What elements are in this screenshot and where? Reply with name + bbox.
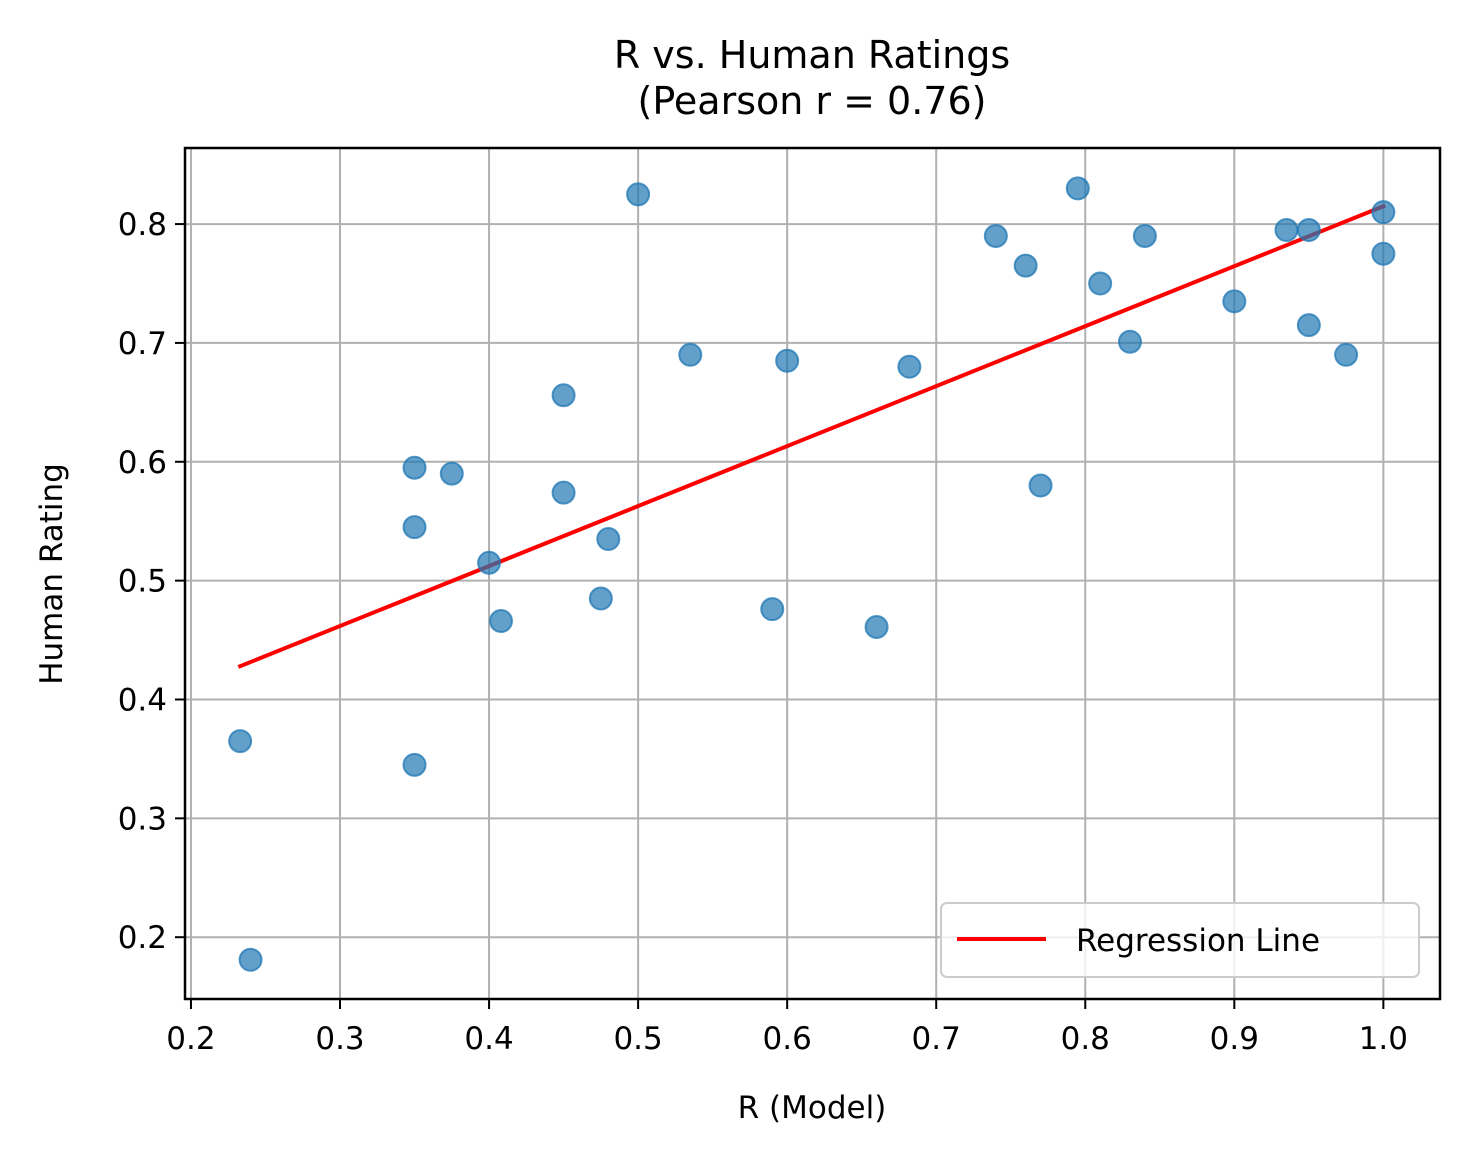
y-tick-label: 0.5: [118, 564, 167, 600]
x-tick-label: 0.6: [763, 1021, 812, 1057]
scatter-point: [1296, 218, 1321, 243]
x-tick-label: 0.2: [166, 1021, 215, 1057]
y-tick-label: 0.2: [118, 920, 167, 956]
scatter-point: [439, 461, 464, 486]
plot-frame: [183, 146, 1442, 1001]
scatter-point: [1274, 218, 1299, 243]
x-tick-label: 0.3: [315, 1021, 364, 1057]
y-tick-label: 0.7: [118, 326, 167, 362]
scatter-point: [402, 515, 427, 540]
scatter-point: [1028, 473, 1053, 498]
scatter-point: [1334, 342, 1359, 367]
chart-title: R vs. Human Ratings: [614, 33, 1010, 77]
scatter-point: [588, 586, 613, 611]
scatter-point: [626, 182, 651, 207]
scatter-point: [228, 729, 253, 754]
scatter-point: [477, 550, 502, 575]
chart-subtitle: (Pearson r = 0.76): [638, 79, 987, 123]
scatter-point: [775, 348, 800, 373]
legend-box: [940, 902, 1420, 978]
scatter-point: [1088, 271, 1113, 296]
scatter-point: [1013, 253, 1038, 278]
scatter-point: [983, 223, 1008, 248]
x-tick-label: 0.4: [464, 1021, 513, 1057]
y-tick-label: 0.3: [118, 801, 167, 837]
scatter-point: [1296, 313, 1321, 338]
scatter-point: [402, 455, 427, 480]
x-tick-label: 0.7: [912, 1021, 961, 1057]
scatter-point: [402, 752, 427, 777]
y-tick-label: 0.4: [118, 682, 167, 718]
x-tick-label: 0.8: [1061, 1021, 1110, 1057]
scatter-points: [228, 176, 1396, 972]
scatter-point: [1132, 223, 1157, 248]
scatter-point: [551, 383, 576, 408]
x-tick-label: 1.0: [1359, 1021, 1408, 1057]
scatter-point: [551, 480, 576, 505]
scatter-point: [760, 597, 785, 622]
scatter-point: [238, 947, 263, 972]
scatter-point: [1222, 289, 1247, 314]
scatter-point: [1371, 200, 1396, 225]
grid-lines: [185, 148, 1440, 999]
y-axis-label: Human Rating: [34, 463, 70, 685]
regression-line-layer: [237, 203, 1386, 669]
axis-ticks: 0.2 0.3 0.4 0.5 0.6 0.7 0.8 0.9 1.0 0.2 0.3 0.4 0.5 0…: [118, 207, 1408, 1057]
x-tick-label: 0.5: [613, 1021, 662, 1057]
scatter-point: [1371, 241, 1396, 266]
scatter-point: [1117, 329, 1142, 354]
scatter-point: [596, 527, 621, 552]
legend-label-regression-line: Regression Line: [1076, 923, 1320, 959]
legend: Regression Line: [940, 902, 1420, 978]
scatter-point: [897, 354, 922, 379]
scatter-point: [678, 342, 703, 367]
x-axis-label: R (Model): [738, 1090, 887, 1126]
scatter-point: [864, 614, 889, 639]
scatter-point: [1065, 176, 1090, 201]
y-tick-label: 0.8: [118, 207, 167, 243]
x-tick-label: 0.9: [1210, 1021, 1259, 1057]
y-tick-label: 0.6: [118, 445, 167, 481]
scatter-point: [488, 609, 513, 634]
regression-line: [237, 203, 1386, 669]
